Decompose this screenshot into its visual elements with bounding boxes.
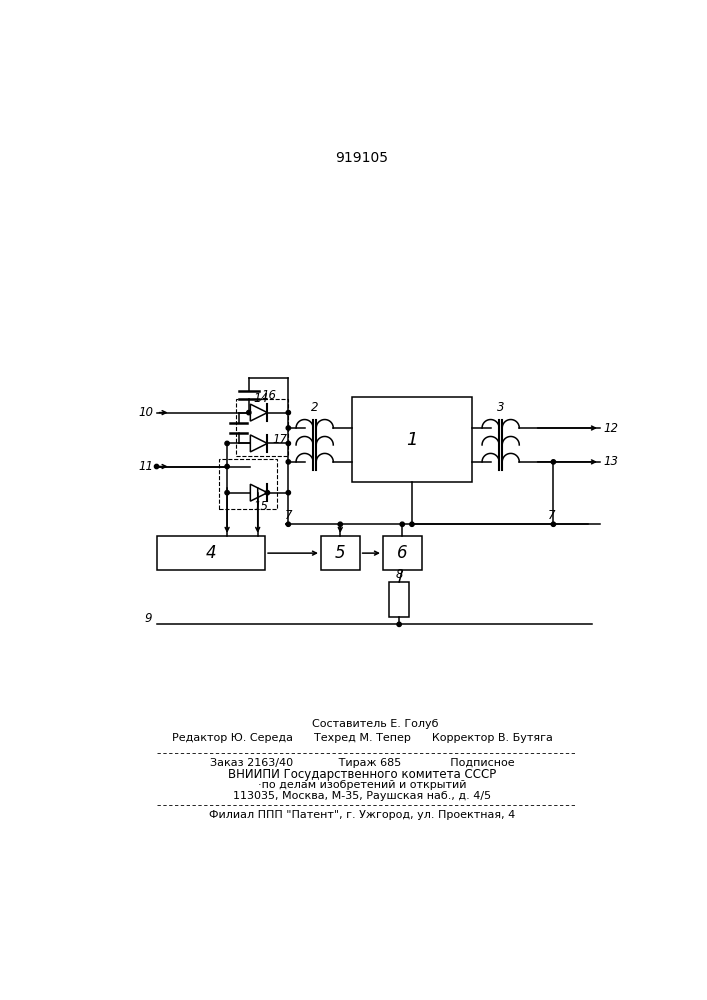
Circle shape (410, 522, 414, 526)
Bar (235, 399, 288, 456)
Text: 6: 6 (397, 544, 407, 562)
Bar (218, 459, 276, 509)
Circle shape (400, 522, 404, 526)
Circle shape (286, 410, 291, 415)
Circle shape (286, 491, 291, 495)
Text: ·по делам изобретений и открытий: ·по делам изобретений и открытий (257, 780, 466, 790)
Circle shape (286, 522, 291, 526)
Text: 11: 11 (139, 460, 153, 473)
Circle shape (397, 622, 402, 627)
Text: 7: 7 (548, 509, 556, 522)
Bar (383, 536, 421, 570)
Text: Заказ 2163/40             Тираж 685              Подписное: Заказ 2163/40 Тираж 685 Подписное (210, 758, 514, 768)
Circle shape (154, 464, 159, 469)
Circle shape (247, 410, 251, 415)
Text: 7: 7 (285, 509, 292, 522)
Text: 113035, Москва, М-35, Раушская наб., д. 4/5: 113035, Москва, М-35, Раушская наб., д. … (233, 791, 491, 801)
Circle shape (551, 522, 556, 526)
Bar (389, 582, 409, 617)
Text: Филиал ППП "Патент", г. Ужгород, ул. Проектная, 4: Филиал ППП "Патент", г. Ужгород, ул. Про… (209, 810, 515, 820)
Text: 13: 13 (603, 455, 618, 468)
Circle shape (286, 441, 291, 446)
Text: Редактор Ю. Середа      Техред М. Тепер      Корректор В. Бутяга: Редактор Ю. Середа Техред М. Тепер Корре… (172, 733, 552, 743)
Circle shape (225, 441, 229, 446)
Circle shape (551, 460, 556, 464)
Text: ВНИИПИ Государственного комитета СССР: ВНИИПИ Государственного комитета СССР (228, 768, 496, 781)
Text: 5: 5 (335, 544, 346, 562)
Text: 16: 16 (261, 389, 276, 402)
Text: 12: 12 (603, 422, 618, 434)
Text: 17: 17 (273, 433, 288, 446)
Text: 10: 10 (139, 406, 153, 419)
Bar (352, 397, 472, 482)
Bar (321, 536, 360, 570)
Circle shape (225, 464, 229, 469)
Bar (156, 536, 265, 570)
Circle shape (225, 491, 229, 495)
Text: 1: 1 (407, 431, 418, 449)
Circle shape (265, 491, 269, 495)
Circle shape (286, 460, 291, 464)
Text: 2: 2 (311, 401, 318, 414)
Text: 9: 9 (144, 612, 152, 625)
Circle shape (286, 426, 291, 430)
Text: 919105: 919105 (335, 151, 388, 165)
Circle shape (338, 522, 342, 526)
Text: Составитель Е. Голуб: Составитель Е. Голуб (312, 719, 438, 729)
Text: 15: 15 (253, 500, 268, 513)
Text: 3: 3 (497, 401, 504, 414)
Text: 4: 4 (206, 544, 216, 562)
Text: 8: 8 (395, 568, 403, 581)
Text: 14: 14 (253, 392, 268, 405)
